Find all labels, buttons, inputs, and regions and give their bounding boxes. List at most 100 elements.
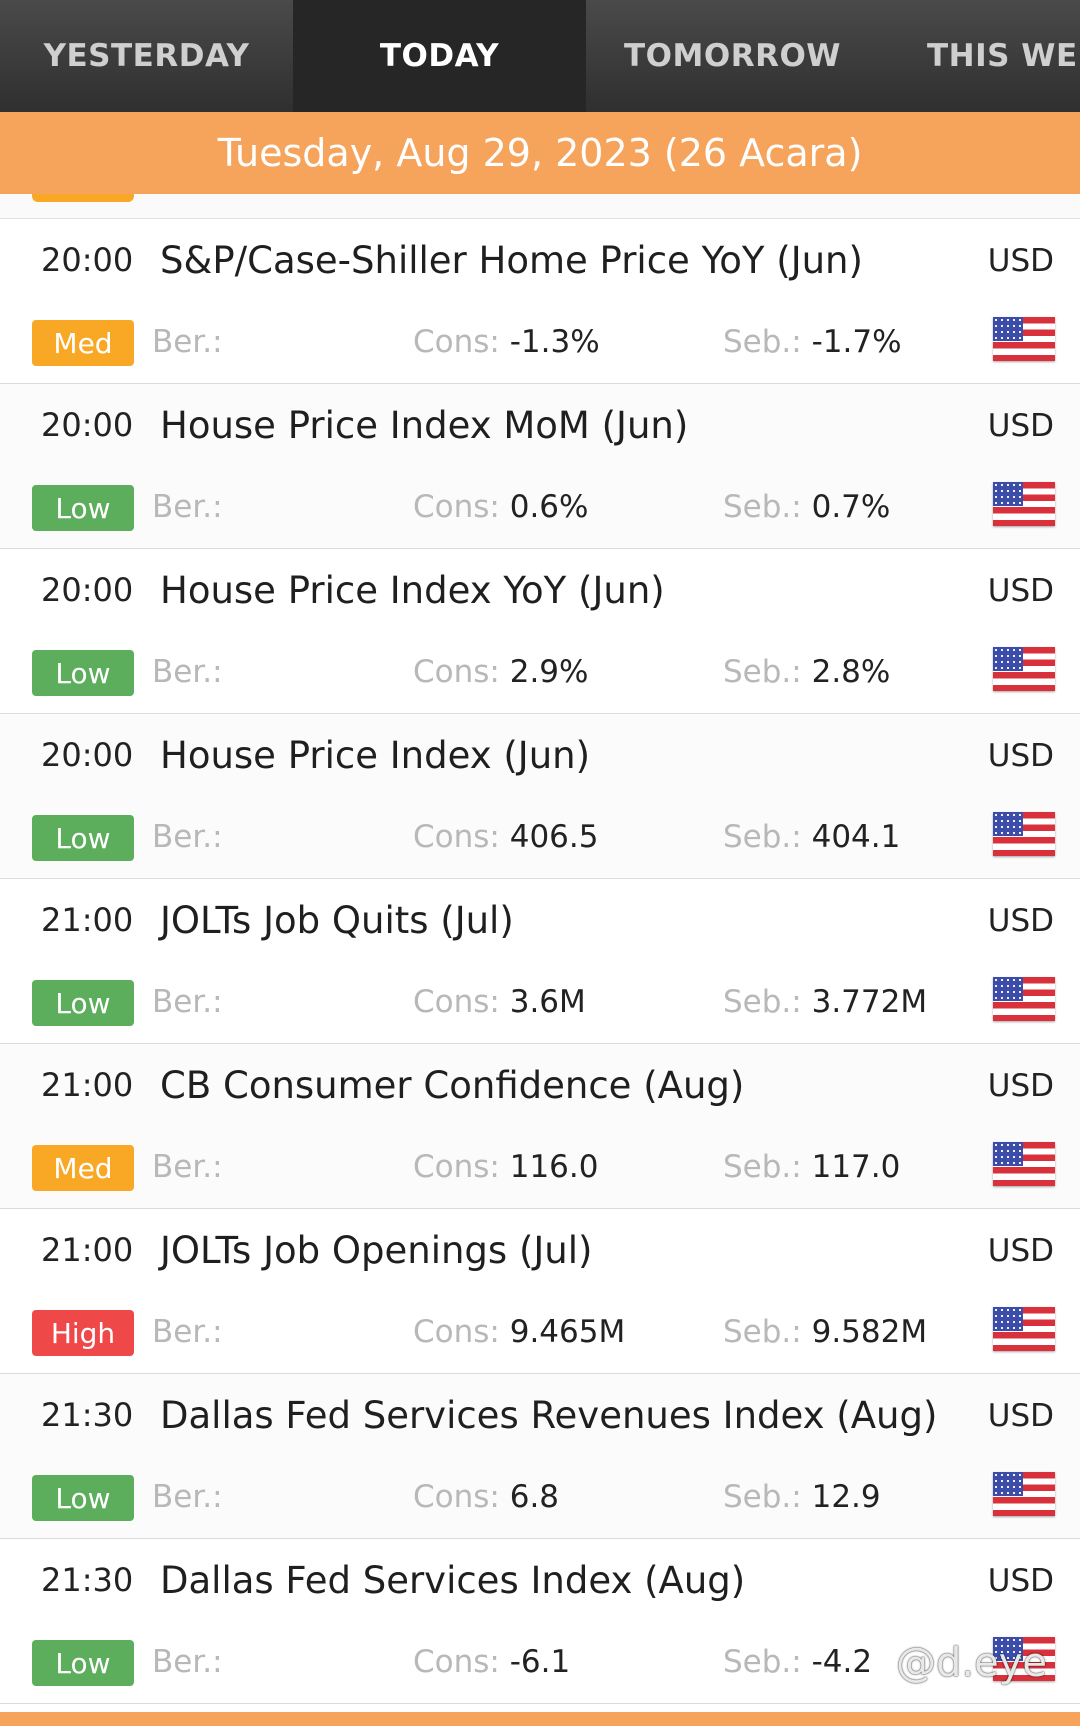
event-row[interactable]: 20:00 House Price Index YoY (Jun) USD Low Be… bbox=[0, 549, 1080, 714]
us-flag-icon bbox=[993, 1472, 1055, 1516]
event-title: Dallas Fed Services Index (Aug) bbox=[160, 1559, 746, 1602]
event-time: 21:00 bbox=[41, 1066, 134, 1104]
event-time: 20:00 bbox=[41, 241, 134, 279]
actual-field: Ber.: bbox=[152, 984, 223, 1020]
importance-badge: Med bbox=[32, 320, 134, 366]
event-row[interactable]: 20:00 House Price Index (Jun) USD Low Ber.: … bbox=[0, 714, 1080, 879]
previous-value: 117.0 bbox=[811, 1149, 901, 1185]
event-currency: USD bbox=[987, 1233, 1054, 1269]
flag-canton bbox=[993, 317, 1023, 341]
consensus-label: Cons: bbox=[413, 1479, 500, 1515]
event-list: 20:00 S&P/Case-Shiller Home Price YoY (Ju… bbox=[0, 219, 1080, 1704]
actual-label: Ber.: bbox=[152, 324, 223, 360]
flag-canton bbox=[993, 1142, 1023, 1166]
consensus-value: 2.9% bbox=[509, 654, 589, 690]
previous-field: Seb.: -4.2 bbox=[723, 1644, 872, 1680]
previous-value: 2.8% bbox=[811, 654, 891, 690]
flag-canton bbox=[993, 977, 1023, 1001]
consensus-label: Cons: bbox=[413, 1149, 500, 1185]
actual-field: Ber.: bbox=[152, 654, 223, 690]
previous-field: Seb.: 117.0 bbox=[723, 1149, 900, 1185]
event-currency: USD bbox=[987, 738, 1054, 774]
event-row[interactable]: 21:30 Dallas Fed Services Index (Aug) USD L… bbox=[0, 1539, 1080, 1704]
actual-field: Ber.: bbox=[152, 1314, 223, 1350]
us-flag-icon bbox=[993, 1307, 1055, 1351]
event-time: 20:00 bbox=[41, 571, 134, 609]
tab-today[interactable]: TODAY bbox=[293, 0, 586, 112]
event-row[interactable]: 20:00 S&P/Case-Shiller Home Price YoY (Ju… bbox=[0, 219, 1080, 384]
importance-badge: Low bbox=[32, 815, 134, 861]
consensus-value: 9.465M bbox=[509, 1314, 626, 1350]
event-title: S&P/Case-Shiller Home Price YoY (Jun) bbox=[160, 239, 863, 282]
event-time: 20:00 bbox=[41, 736, 134, 774]
period-tab-bar: YESTERDAY TODAY TOMORROW THIS WEE bbox=[0, 0, 1080, 112]
previous-label: Seb.: bbox=[723, 1314, 802, 1350]
consensus-value: 6.8 bbox=[509, 1479, 560, 1515]
actual-field: Ber.: bbox=[152, 1644, 223, 1680]
event-time: 21:00 bbox=[41, 1231, 134, 1269]
previous-field: Seb.: 12.9 bbox=[723, 1479, 881, 1515]
actual-label: Ber.: bbox=[152, 819, 223, 855]
tab-this-week[interactable]: THIS WEE bbox=[927, 38, 1080, 74]
consensus-value: -6.1 bbox=[509, 1644, 571, 1680]
event-row[interactable]: 21:30 Dallas Fed Services Revenues Index … bbox=[0, 1374, 1080, 1539]
consensus-label: Cons: bbox=[413, 819, 500, 855]
consensus-label: Cons: bbox=[413, 1644, 500, 1680]
importance-badge: Low bbox=[32, 1640, 134, 1686]
event-row[interactable]: 21:00 JOLTs Job Openings (Jul) USD High Ber.… bbox=[0, 1209, 1080, 1374]
previous-field: Seb.: 2.8% bbox=[723, 654, 890, 690]
previous-field: Seb.: 9.582M bbox=[723, 1314, 927, 1350]
event-title: JOLTs Job Openings (Jul) bbox=[160, 1229, 593, 1272]
importance-badge: Low bbox=[32, 1475, 134, 1521]
previous-label: Seb.: bbox=[723, 1644, 802, 1680]
previous-label: Seb.: bbox=[723, 654, 802, 690]
event-title: House Price Index (Jun) bbox=[160, 734, 591, 777]
consensus-field: Cons: 116.0 bbox=[413, 1149, 598, 1185]
tab-tomorrow[interactable]: TOMORROW bbox=[624, 38, 841, 74]
event-row[interactable]: 20:00 House Price Index MoM (Jun) USD Low Be… bbox=[0, 384, 1080, 549]
consensus-field: Cons: 2.9% bbox=[413, 654, 588, 690]
consensus-field: Cons: -6.1 bbox=[413, 1644, 570, 1680]
flag-canton bbox=[993, 647, 1023, 671]
event-title: House Price Index YoY (Jun) bbox=[160, 569, 665, 612]
tab-yesterday[interactable]: YESTERDAY bbox=[43, 38, 250, 74]
previous-value: 12.9 bbox=[811, 1479, 881, 1515]
actual-label: Ber.: bbox=[152, 984, 223, 1020]
previous-label: Seb.: bbox=[723, 324, 802, 360]
event-currency: USD bbox=[987, 1068, 1054, 1104]
event-row[interactable]: 21:00 JOLTs Job Quits (Jul) USD Low Ber.: Co… bbox=[0, 879, 1080, 1044]
consensus-field: Cons: 9.465M bbox=[413, 1314, 625, 1350]
actual-label: Ber.: bbox=[152, 654, 223, 690]
event-title: CB Consumer Confidence (Aug) bbox=[160, 1064, 745, 1107]
importance-badge: Low bbox=[32, 650, 134, 696]
consensus-value: 3.6M bbox=[509, 984, 586, 1020]
consensus-field: Cons: 6.8 bbox=[413, 1479, 559, 1515]
event-currency: USD bbox=[987, 1398, 1054, 1434]
us-flag-icon bbox=[993, 1142, 1055, 1186]
us-flag-icon bbox=[993, 812, 1055, 856]
event-currency: USD bbox=[987, 408, 1054, 444]
actual-label: Ber.: bbox=[152, 1479, 223, 1515]
flag-canton bbox=[993, 812, 1023, 836]
us-flag-icon bbox=[993, 1637, 1055, 1681]
consensus-label: Cons: bbox=[413, 984, 500, 1020]
previous-label: Seb.: bbox=[723, 489, 802, 525]
previous-field: Seb.: 0.7% bbox=[723, 489, 890, 525]
consensus-value: 0.6% bbox=[509, 489, 589, 525]
us-flag-icon bbox=[993, 977, 1055, 1021]
consensus-value: 406.5 bbox=[509, 819, 599, 855]
previous-label: Seb.: bbox=[723, 984, 802, 1020]
previous-value: 9.582M bbox=[811, 1314, 928, 1350]
previous-label: Seb.: bbox=[723, 819, 802, 855]
consensus-label: Cons: bbox=[413, 489, 500, 525]
previous-value: -1.7% bbox=[811, 324, 902, 360]
actual-label: Ber.: bbox=[152, 1149, 223, 1185]
consensus-field: Cons: 406.5 bbox=[413, 819, 598, 855]
previous-field: Seb.: -1.7% bbox=[723, 324, 902, 360]
watermark: @d.eye bbox=[896, 1640, 1047, 1686]
next-date-header-edge bbox=[0, 1712, 1080, 1726]
us-flag-icon bbox=[993, 647, 1055, 691]
consensus-label: Cons: bbox=[413, 1314, 500, 1350]
event-row[interactable]: 21:00 CB Consumer Confidence (Aug) USD Med B… bbox=[0, 1044, 1080, 1209]
actual-label: Ber.: bbox=[152, 1644, 223, 1680]
